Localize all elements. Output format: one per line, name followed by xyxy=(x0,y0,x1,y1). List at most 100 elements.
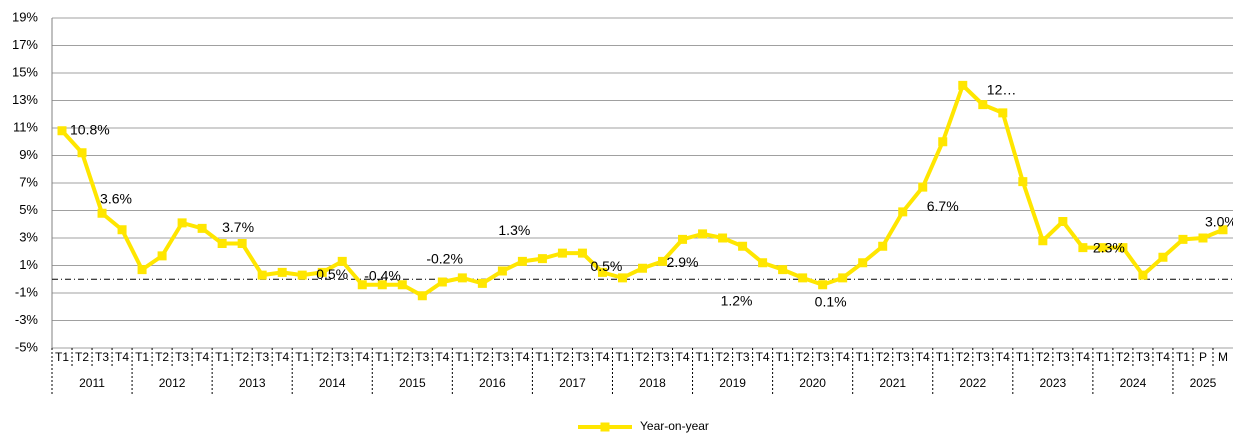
point-marker xyxy=(557,248,567,258)
point-marker xyxy=(738,241,748,251)
point-marker xyxy=(718,233,728,243)
point-marker xyxy=(958,80,968,90)
point-marker xyxy=(1138,270,1148,280)
point-marker xyxy=(658,256,668,266)
data-label: -0.2% xyxy=(426,251,463,267)
y-tick-label: 17% xyxy=(12,37,38,52)
x-tick-label: T4 xyxy=(916,350,930,364)
x-tick-label: T1 xyxy=(455,350,469,364)
year-label: 2019 xyxy=(719,376,746,390)
point-marker xyxy=(477,278,487,288)
point-marker xyxy=(237,239,247,248)
point-marker xyxy=(778,265,788,275)
x-tick-label: T4 xyxy=(515,350,529,364)
x-tick-label: T3 xyxy=(976,350,990,364)
point-marker xyxy=(277,267,287,277)
data-label: 0.1% xyxy=(815,294,847,310)
x-tick-label: T1 xyxy=(776,350,790,364)
x-tick-label: M xyxy=(1218,350,1228,364)
x-tick-label: T3 xyxy=(495,350,509,364)
year-label: 2025 xyxy=(1190,376,1217,390)
point-marker xyxy=(317,267,327,277)
point-marker xyxy=(1158,252,1168,262)
point-marker xyxy=(798,273,808,283)
legend-label: Year-on-year xyxy=(640,419,709,433)
x-tick-label: T4 xyxy=(435,350,449,364)
x-tick-label: T1 xyxy=(856,350,870,364)
year-label: 2021 xyxy=(879,376,906,390)
data-label: 3.7% xyxy=(222,219,254,235)
point-marker xyxy=(878,241,888,251)
point-marker xyxy=(217,239,227,248)
x-tick-label: T4 xyxy=(996,350,1010,364)
x-tick-label: T1 xyxy=(1016,350,1030,364)
point-marker xyxy=(858,258,868,268)
data-label: 6.7% xyxy=(927,198,959,214)
x-tick-label: T4 xyxy=(195,350,209,364)
year-label: 2015 xyxy=(399,376,426,390)
point-marker xyxy=(898,207,908,217)
x-tick-label: T1 xyxy=(936,350,950,364)
y-tick-label: 1% xyxy=(19,257,38,272)
year-label: 2018 xyxy=(639,376,666,390)
y-tick-label: -5% xyxy=(15,339,39,354)
point-marker xyxy=(938,137,948,147)
data-label: 10.8% xyxy=(70,121,110,137)
point-marker xyxy=(617,273,627,283)
year-label: 2022 xyxy=(959,376,986,390)
point-marker xyxy=(1078,243,1088,253)
x-tick-label: T4 xyxy=(836,350,850,364)
y-tick-label: 3% xyxy=(19,229,38,244)
x-tick-label: T4 xyxy=(756,350,770,364)
x-tick-label: T2 xyxy=(635,350,649,364)
x-tick-label: T3 xyxy=(255,350,269,364)
x-tick-label: T3 xyxy=(736,350,750,364)
x-tick-label: T3 xyxy=(1136,350,1150,364)
year-label: 2013 xyxy=(239,376,266,390)
x-tick-label: T4 xyxy=(595,350,609,364)
point-marker xyxy=(297,270,307,280)
point-marker xyxy=(1058,217,1068,226)
point-marker xyxy=(377,280,387,290)
point-marker xyxy=(177,218,187,228)
point-marker xyxy=(838,273,848,283)
data-label: 1.3% xyxy=(498,222,530,238)
x-tick-label: T3 xyxy=(816,350,830,364)
x-tick-label: T4 xyxy=(275,350,289,364)
x-tick-label: T1 xyxy=(535,350,549,364)
x-tick-label: T2 xyxy=(75,350,89,364)
point-marker xyxy=(1178,234,1188,244)
year-label: 2016 xyxy=(479,376,506,390)
x-tick-label: T3 xyxy=(95,350,109,364)
point-marker xyxy=(197,223,207,233)
data-label: -0.4% xyxy=(364,267,401,283)
x-tick-label: P xyxy=(1199,350,1207,364)
x-tick-label: T3 xyxy=(1056,350,1070,364)
point-marker xyxy=(597,267,607,277)
x-tick-label: T2 xyxy=(1036,350,1050,364)
x-tick-label: T1 xyxy=(215,350,229,364)
point-marker xyxy=(678,234,688,244)
point-marker xyxy=(1098,243,1108,253)
legend-marker xyxy=(600,422,610,432)
x-tick-label: T1 xyxy=(55,350,69,364)
x-tick-label: T1 xyxy=(696,350,710,364)
point-marker xyxy=(1018,177,1028,187)
point-marker xyxy=(918,182,928,192)
data-label: 12… xyxy=(987,81,1017,97)
x-tick-label: T3 xyxy=(656,350,670,364)
x-tick-label: T4 xyxy=(1076,350,1090,364)
point-marker xyxy=(157,251,167,261)
point-marker xyxy=(417,291,427,301)
y-tick-label: 11% xyxy=(13,119,38,134)
y-tick-label: -3% xyxy=(15,312,39,327)
year-label: 2024 xyxy=(1120,376,1147,390)
point-marker xyxy=(1038,236,1048,246)
data-label: 2.9% xyxy=(667,254,699,270)
y-tick-label: 13% xyxy=(12,92,38,107)
point-marker xyxy=(117,225,127,235)
year-label: 2017 xyxy=(559,376,586,390)
data-label: 3.6% xyxy=(100,190,132,206)
x-tick-label: T2 xyxy=(876,350,890,364)
